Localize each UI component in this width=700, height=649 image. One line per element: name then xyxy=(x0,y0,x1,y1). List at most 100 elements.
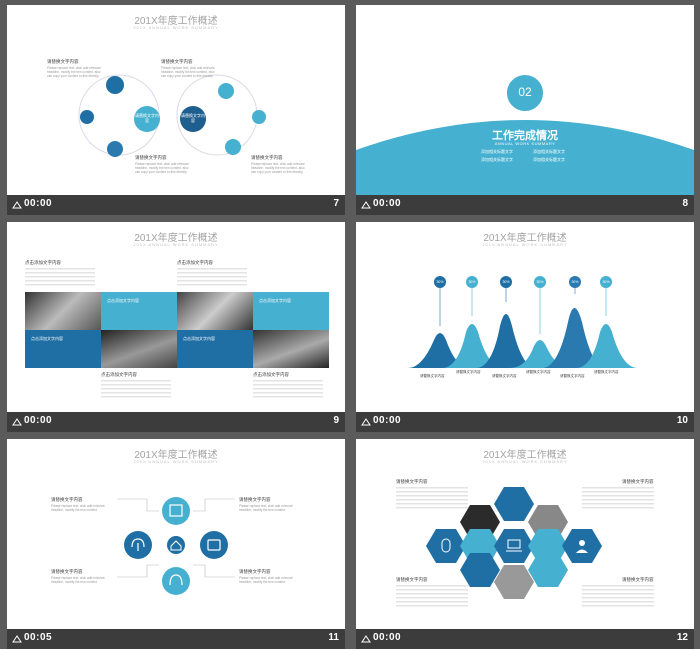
transition-icon xyxy=(12,635,22,643)
center-label-right: 请替换文字内容 xyxy=(181,113,205,123)
slide-title: 201X年度工作概述 xyxy=(134,16,218,27)
slide-time: 00:00 xyxy=(24,198,53,209)
bullet-item: 添加相关标题文字 xyxy=(533,157,565,162)
photo-tile xyxy=(101,330,177,368)
slide-number: 7 xyxy=(333,198,339,209)
slide-info-bar: 00:00 10 xyxy=(356,412,694,432)
slide-subtitle: 201X ANNUAL WORK SUMMARY xyxy=(482,242,568,247)
text-tile xyxy=(177,330,253,368)
tile-label: 点击添加文字内容 xyxy=(259,298,291,303)
photo-tile xyxy=(177,292,253,330)
section-number-badge: 02 xyxy=(518,85,532,99)
peak-label: 请替换文字内容 xyxy=(456,370,481,374)
slide-number: 10 xyxy=(676,415,688,426)
text-block-label: 请替换文字内容 xyxy=(396,479,428,484)
slide-subtitle: 201X ANNUAL WORK SUMMARY xyxy=(482,459,568,464)
text-block-label: 请替换文字内容 xyxy=(239,569,271,574)
slide-title: 201X年度工作概述 xyxy=(483,450,567,461)
pin-value: 30% xyxy=(468,280,476,284)
placeholder-lines xyxy=(101,380,171,398)
text-block-body: Please replace text, click add relevant … xyxy=(47,66,101,79)
slide-subtitle: 201X ANNUAL WORK SUMMARY xyxy=(133,25,219,30)
photo-tile xyxy=(25,292,101,330)
placeholder-lines xyxy=(582,585,654,607)
slide-time: 00:00 xyxy=(24,415,53,426)
peak-label: 请替换文字内容 xyxy=(492,374,517,378)
hexagon-grid xyxy=(426,487,602,599)
slide-thumbnail-12[interactable]: 201X年度工作概述 201X ANNUAL WORK SUMMARY 请替换文… xyxy=(356,439,694,649)
text-block-label: 请替换文字内容 xyxy=(51,497,83,502)
tile-label: 点击添加文字内容 xyxy=(183,336,215,341)
text-tile xyxy=(101,292,177,330)
bullet-item: 添加相关标题文字 xyxy=(481,157,513,162)
pin-value: 30% xyxy=(536,280,544,284)
text-block-body: Please replace text, click add relevant … xyxy=(251,162,305,175)
slide-time: 00:00 xyxy=(373,198,402,209)
infinity-diagram xyxy=(78,74,266,157)
text-block-body: Please replace text, click add relevant … xyxy=(161,66,215,79)
placeholder-lines xyxy=(396,585,468,607)
pin-value: 30% xyxy=(436,280,444,284)
slide-title: 201X年度工作概述 xyxy=(134,233,218,244)
transition-icon xyxy=(361,635,371,643)
text-block-label: 请替换文字内容 xyxy=(161,59,193,64)
text-block-label: 点击添加文字内容 xyxy=(177,260,213,265)
slide-title: 201X年度工作概述 xyxy=(134,450,218,461)
transition-icon xyxy=(12,201,22,209)
pin-value: 30% xyxy=(571,280,579,284)
icon-cross-diagram xyxy=(117,497,235,595)
slide-number: 8 xyxy=(682,198,688,209)
transition-icon xyxy=(361,201,371,209)
slide-thumbnail-10[interactable]: 201X年度工作概述 201X ANNUAL WORK SUMMARY 30% … xyxy=(356,222,694,432)
slide-subtitle: 201X ANNUAL WORK SUMMARY xyxy=(133,242,219,247)
transition-icon xyxy=(361,418,371,426)
slide-thumbnail-8[interactable]: 02 工作完成情况 ANNUAL WORK SUMMARY 添加相关标题文字 添… xyxy=(356,5,694,215)
text-block-label: 点击添加文字内容 xyxy=(253,372,289,377)
text-block-label: 点击添加文字内容 xyxy=(101,372,137,377)
text-block-body: Please replace text, click add relevant … xyxy=(51,576,105,585)
slide-number: 12 xyxy=(676,632,688,643)
bullet-item: 添加相关标题文字 xyxy=(533,149,565,154)
text-block-label: 请替换文字内容 xyxy=(239,497,271,502)
placeholder-lines xyxy=(25,268,95,286)
slide-info-bar: 00:05 11 xyxy=(7,629,345,649)
slide-subtitle: 201X ANNUAL WORK SUMMARY xyxy=(133,459,219,464)
peak-label: 请替换文字内容 xyxy=(560,374,585,378)
photo-tile xyxy=(253,330,329,368)
placeholder-lines xyxy=(253,380,323,398)
section-subheading: ANNUAL WORK SUMMARY xyxy=(494,141,556,146)
text-block-label: 请替换文字内容 xyxy=(622,577,654,582)
slide-time: 00:00 xyxy=(373,415,402,426)
slide-canvas: 201X年度工作概述 201X ANNUAL WORK SUMMARY 请替换文… xyxy=(7,5,345,195)
text-block-label: 请替换文字内容 xyxy=(135,155,167,160)
slide-thumbnail-7[interactable]: 201X年度工作概述 201X ANNUAL WORK SUMMARY 请替换文… xyxy=(7,5,345,215)
slide-number: 11 xyxy=(328,632,339,643)
text-block-label: 请替换文字内容 xyxy=(51,569,83,574)
slide-thumbnail-9[interactable]: 201X年度工作概述 201X ANNUAL WORK SUMMARY 点击添加… xyxy=(7,222,345,432)
section-heading: 工作完成情况 xyxy=(492,130,558,142)
slide-time: 00:00 xyxy=(373,632,402,643)
peaks-chart xyxy=(408,276,638,368)
text-tile xyxy=(253,292,329,330)
slide-time: 00:05 xyxy=(24,632,53,643)
pin-value: 30% xyxy=(602,280,610,284)
placeholder-lines xyxy=(177,268,247,286)
text-block-label: 请替换文字内容 xyxy=(47,59,79,64)
slide-info-bar: 00:00 8 xyxy=(356,195,694,215)
bullet-item: 添加相关标题文字 xyxy=(481,149,513,154)
text-block-body: Please replace text, click add relevant … xyxy=(239,576,293,585)
slide-title: 201X年度工作概述 xyxy=(483,233,567,244)
text-block-body: Please replace text, click add relevant … xyxy=(51,504,105,513)
slide-canvas: 201X年度工作概述 201X ANNUAL WORK SUMMARY 请替换文… xyxy=(7,439,345,629)
wave-background xyxy=(356,73,694,195)
tile-label: 点击添加文字内容 xyxy=(31,336,63,341)
slide-thumbnail-11[interactable]: 201X年度工作概述 201X ANNUAL WORK SUMMARY 请替换文… xyxy=(7,439,345,649)
slide-info-bar: 00:00 9 xyxy=(7,412,345,432)
slide-canvas: 201X年度工作概述 201X ANNUAL WORK SUMMARY 30% … xyxy=(356,222,694,412)
text-block-body: Please replace text, click add relevant … xyxy=(239,504,293,513)
slide-info-bar: 00:00 12 xyxy=(356,629,694,649)
text-block-label: 点击添加文字内容 xyxy=(25,260,61,265)
slide-canvas: 201X年度工作概述 201X ANNUAL WORK SUMMARY 点击添加… xyxy=(7,222,345,412)
tile-label: 点击添加文字内容 xyxy=(107,298,139,303)
pin-value: 30% xyxy=(502,280,510,284)
